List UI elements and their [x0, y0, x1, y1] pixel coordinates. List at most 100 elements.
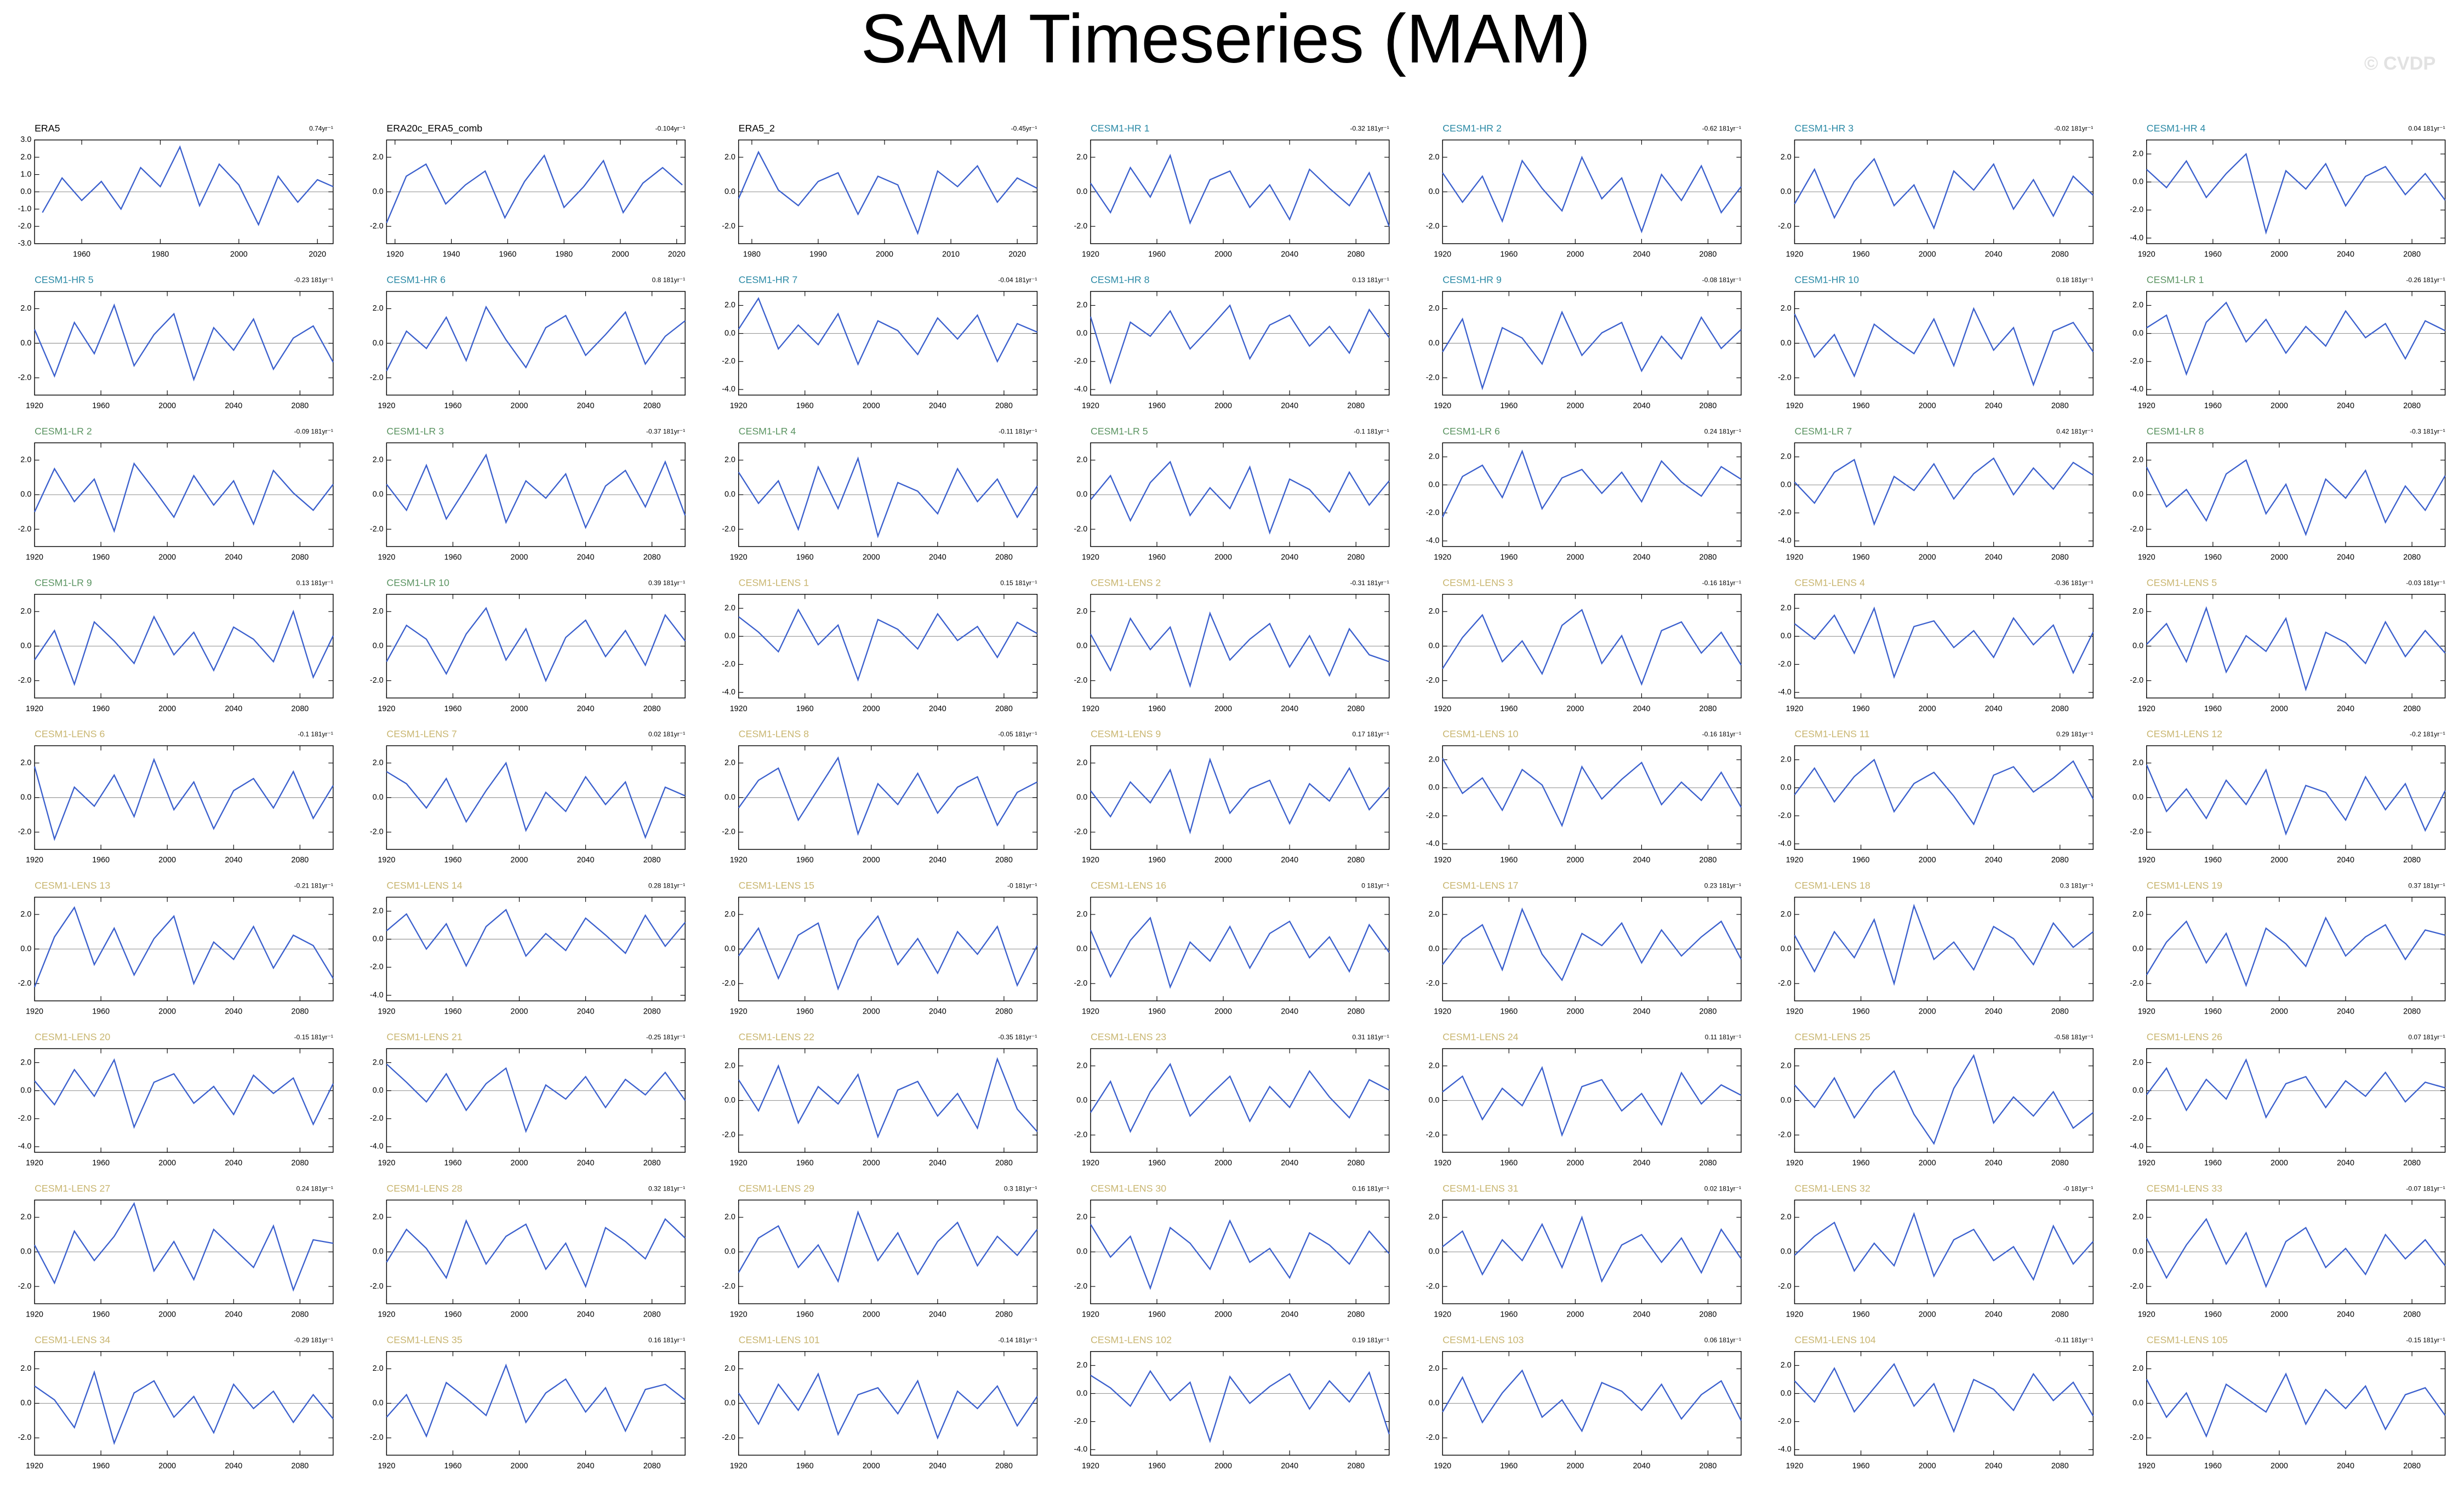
trend-label: 0.39 181yr⁻¹: [648, 579, 685, 587]
trend-label: 0.13 181yr⁻¹: [296, 579, 333, 587]
x-tick-label: 2000: [158, 402, 176, 410]
y-tick-label: -2.0: [722, 222, 735, 231]
x-tick-label: 2080: [1347, 1008, 1365, 1016]
x-tick-label: 2000: [863, 705, 880, 713]
y-tick-label: 0.0: [2132, 1399, 2143, 1408]
x-tick-label: 2020: [1008, 250, 1026, 259]
x-tick-label: 1920: [1434, 1310, 1451, 1319]
panel: CESM1-LENS 8 -0.05 181yr⁻¹ -2.0 0.0 2.0 1920 1…: [722, 729, 1038, 865]
trend-label: 0.74yr⁻¹: [309, 125, 333, 133]
y-tick-label: 2.0: [1429, 910, 1440, 919]
y-tick-label: 0.0: [1781, 945, 1792, 953]
x-tick-label: 1960: [1852, 553, 1870, 562]
y-tick-label: 2.0: [373, 153, 384, 162]
panel: CESM1-LENS 101 -0.14 181yr⁻¹ -2.0 0.0 2.0 192…: [722, 1334, 1038, 1471]
panel-title: CESM1-LENS 15: [739, 880, 814, 891]
y-tick-label: 2.0: [1076, 1061, 1087, 1070]
x-tick-label: 1960: [1500, 402, 1518, 410]
x-tick-label: 2000: [863, 1008, 880, 1016]
series-line: [1442, 609, 1742, 686]
series-line: [33, 758, 334, 842]
y-tick-label: 0.0: [2132, 329, 2143, 337]
x-tick-label: 1920: [378, 1462, 395, 1471]
y-tick-label: -2.0: [722, 1282, 735, 1291]
panel: CESM1-LENS 28 0.32 181yr⁻¹ -2.0 0.0 2.0 1920 1…: [370, 1183, 686, 1319]
plot-frame: [1090, 1351, 1390, 1456]
x-tick-label: 1920: [1434, 856, 1451, 865]
y-tick-label: -4.0: [370, 1142, 384, 1151]
x-tick-label: 1920: [730, 856, 748, 865]
x-tick-label: 1960: [92, 705, 110, 713]
y-tick-label: 2.0: [20, 910, 31, 919]
panel-title: ERA5_2: [739, 123, 775, 134]
trend-label: 0.07 181yr⁻¹: [2408, 1033, 2445, 1041]
panel: CESM1-LR 7 0.42 181yr⁻¹ -4.0 -2.0 0.0 2.0 1920…: [1778, 426, 2094, 562]
trend-label: -0.45yr⁻¹: [1011, 125, 1037, 133]
x-tick-label: 1920: [1434, 250, 1451, 259]
y-tick-label: 2.0: [2132, 150, 2143, 158]
plot-frame: [1794, 1351, 2094, 1456]
y-tick-label: 2.0: [1429, 304, 1440, 313]
y-tick-label: 2.0: [2132, 607, 2143, 616]
x-tick-label: 2080: [1347, 250, 1365, 259]
x-tick-label: 2040: [929, 856, 946, 865]
series-line: [1794, 758, 2094, 826]
series-line: [386, 908, 686, 968]
x-tick-label: 1920: [26, 856, 43, 865]
x-tick-label: 1960: [1500, 856, 1518, 865]
y-tick-label: 2.0: [2132, 910, 2143, 919]
panel: ERA5_2 -0.45yr⁻¹ -2.0 0.0 2.0 1980 1990 2000 201…: [722, 123, 1038, 259]
y-tick-label: 0.0: [1076, 490, 1087, 499]
y-tick-label: -2.0: [370, 222, 384, 231]
y-tick-label: 0.0: [1429, 339, 1440, 347]
panel-title: CESM1-LENS 18: [1795, 880, 1870, 891]
plot-frame: [1442, 442, 1742, 547]
y-tick-label: -2.0: [18, 373, 32, 382]
trend-label: -0.14 181yr⁻¹: [998, 1336, 1037, 1344]
series-line: [34, 906, 334, 987]
plot-frame: [2146, 1048, 2446, 1153]
x-tick-label: 1920: [1786, 250, 1804, 259]
x-tick-label: 1960: [92, 1462, 110, 1471]
trend-label: 0.29 181yr⁻¹: [2056, 730, 2093, 738]
y-tick-label: 2.0: [2132, 456, 2143, 465]
x-tick-label: 2080: [291, 1159, 309, 1168]
x-tick-label: 1960: [796, 402, 814, 410]
x-tick-label: 2040: [1985, 553, 2003, 562]
panel-title: ERA20c_ERA5_comb: [386, 123, 482, 134]
x-tick-label: 2000: [1566, 705, 1584, 713]
y-tick-label: 2.0: [373, 1213, 384, 1222]
trend-label: 0.04 181yr⁻¹: [2408, 125, 2445, 133]
y-tick-label: 0.0: [20, 339, 31, 347]
y-tick-label: -2.0: [1426, 979, 1440, 988]
x-tick-label: 2080: [1699, 553, 1717, 562]
x-tick-label: 2000: [158, 1462, 176, 1471]
y-tick-label: 0.0: [1781, 339, 1792, 347]
x-tick-label: 2080: [643, 856, 661, 865]
y-tick-label: 2.0: [725, 758, 735, 767]
y-tick-label: -2.0: [1074, 1417, 1088, 1426]
y-tick-label: -2.0: [18, 1433, 32, 1442]
y-tick-label: 0.0: [1076, 329, 1087, 337]
x-tick-label: 2080: [995, 402, 1013, 410]
y-tick-label: -2.0: [18, 828, 32, 837]
panel: CESM1-LENS 105 -0.15 181yr⁻¹ -2.0 0.0 2.0 192…: [2130, 1334, 2446, 1471]
panel-title: CESM1-LENS 2: [1091, 577, 1161, 588]
x-tick-label: 2000: [1214, 250, 1232, 259]
x-tick-label: 2040: [1281, 250, 1298, 259]
trend-label: 0.06 181yr⁻¹: [1704, 1336, 1741, 1344]
panel-title: CESM1-LENS 33: [2147, 1183, 2222, 1194]
y-tick-label: 2.0: [1429, 153, 1440, 162]
x-tick-label: 2040: [929, 705, 946, 713]
y-tick-label: 2.0: [2132, 1058, 2143, 1067]
x-tick-label: 2080: [2051, 402, 2069, 410]
x-tick-label: 2000: [2271, 856, 2288, 865]
x-tick-label: 2000: [1566, 1008, 1584, 1016]
y-tick-label: 2.0: [1076, 1361, 1087, 1370]
panel: CESM1-LENS 24 0.11 181yr⁻¹ -2.0 0.0 2.0 1920 1…: [1426, 1032, 1742, 1168]
trend-label: -0.104yr⁻¹: [655, 125, 685, 133]
x-tick-label: 2040: [577, 553, 595, 562]
y-tick-label: 0.0: [725, 632, 735, 640]
y-tick-label: 0.0: [20, 1399, 31, 1408]
panel-title: CESM1-LR 7: [1795, 426, 1852, 437]
